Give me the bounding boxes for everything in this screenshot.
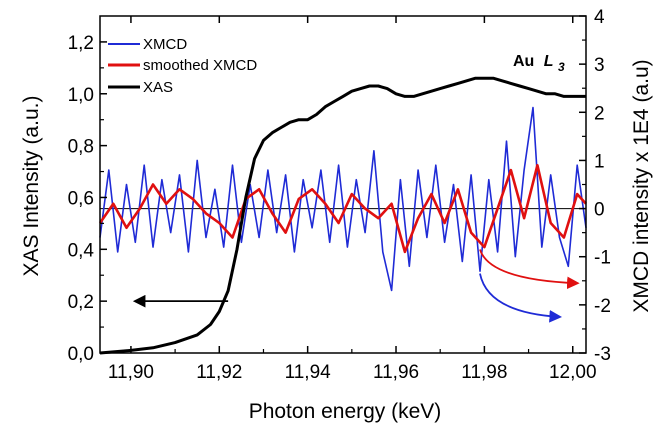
y-tick-label: 1,0 — [68, 85, 94, 106]
series-line-xas — [99, 76, 586, 355]
y-tick-label: 0,0 — [68, 344, 94, 365]
y-tick-label: 0,4 — [68, 240, 95, 261]
annotation: Au L 3 — [513, 53, 565, 74]
legend: XMCD smoothed XMCD XAS — [108, 36, 257, 96]
plot-area — [98, 76, 587, 355]
y2-axis-title: XMCD intensity x 1E4 (a.u) — [630, 59, 653, 312]
x-tick-label: 11,94 — [285, 362, 332, 383]
svg-text:Au L 3: Au L 3 — [513, 53, 565, 74]
y-tick-label: 0,6 — [68, 188, 94, 209]
y2-tick-label: -2 — [594, 296, 611, 317]
legend-label-xas: XAS — [143, 79, 173, 96]
legend-label-xmcd: XMCD — [143, 36, 187, 53]
arrow-1 — [479, 249, 580, 290]
y2-tick-label: 2 — [594, 103, 605, 124]
y2-tick-label: 0 — [594, 200, 605, 221]
y2-tick-label: 3 — [594, 55, 605, 76]
x-tick-label: 11,92 — [196, 362, 242, 383]
axes: 11,90 11,92 11,94 11,96 11,98 12,00 0,0 0,2 0,4 0… — [68, 7, 611, 383]
x-tick-label: 12,00 — [549, 362, 597, 383]
y2-tick-label: -1 — [594, 248, 611, 269]
annotation-text: Au — [513, 53, 534, 70]
y2-tick-label: 4 — [594, 7, 605, 28]
y2-tick-label: -3 — [594, 344, 611, 365]
arrow-2 — [479, 273, 563, 323]
x-tick-label: 11,98 — [461, 362, 507, 383]
y2-tick-label: 1 — [594, 151, 605, 172]
y-tick-label: 0,8 — [68, 137, 94, 158]
y-axis-title: XAS Intensity (a.u.) — [20, 96, 43, 277]
x-tick-label: 11,96 — [373, 362, 419, 383]
y-tick-label: 1,2 — [68, 33, 94, 54]
x-axis-title: Photon energy (keV) — [249, 400, 442, 423]
legend-label-smoothed: smoothed XMCD — [143, 57, 257, 74]
annotation-edge-label: L — [544, 53, 554, 70]
series-line-xmcd — [99, 106, 587, 292]
annotation-subscript: 3 — [558, 60, 565, 74]
x-tick-label: 11,90 — [108, 362, 154, 383]
series-line-smoothed-xmcd — [98, 163, 587, 254]
y-tick-label: 0,2 — [68, 292, 94, 313]
